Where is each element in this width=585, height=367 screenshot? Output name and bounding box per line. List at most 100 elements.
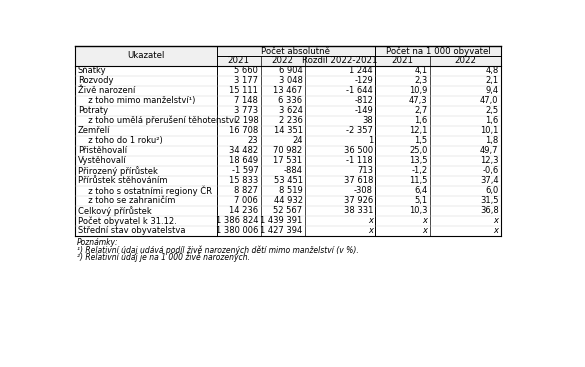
- Text: Počet obyvatel k 31.12.: Počet obyvatel k 31.12.: [78, 216, 177, 225]
- Text: Potraty: Potraty: [78, 106, 108, 115]
- Text: 1 244: 1 244: [349, 66, 373, 75]
- Text: 1 427 394: 1 427 394: [260, 226, 302, 235]
- Text: 24: 24: [292, 136, 302, 145]
- Text: 10,9: 10,9: [409, 86, 427, 95]
- Text: -129: -129: [355, 76, 373, 85]
- Text: -2 357: -2 357: [346, 126, 373, 135]
- Text: 31,5: 31,5: [480, 196, 498, 205]
- Text: ¹) Relativní údaj udává podíl živě narozených dětí mimo manželství (v %).: ¹) Relativní údaj udává podíl živě naroz…: [77, 246, 359, 255]
- Text: 2021: 2021: [391, 57, 414, 65]
- Text: 37 926: 37 926: [344, 196, 373, 205]
- Text: 3 048: 3 048: [278, 76, 302, 85]
- Text: Zemřelí: Zemřelí: [78, 126, 111, 135]
- Text: 10,1: 10,1: [480, 126, 498, 135]
- Text: 44 932: 44 932: [274, 196, 302, 205]
- Text: 18 649: 18 649: [229, 156, 259, 165]
- Bar: [216, 46, 501, 57]
- Text: 2 198: 2 198: [235, 116, 259, 125]
- Text: 14 351: 14 351: [274, 126, 302, 135]
- Text: Ukazatel: Ukazatel: [128, 51, 164, 61]
- Text: 52 567: 52 567: [273, 206, 302, 215]
- Text: Počet absolutně: Počet absolutně: [261, 47, 331, 56]
- Text: 5,1: 5,1: [414, 196, 427, 205]
- Text: x: x: [422, 216, 427, 225]
- Text: 2,7: 2,7: [414, 106, 427, 115]
- Text: z toho se zahraničím: z toho se zahraničím: [83, 196, 176, 205]
- Text: 2,5: 2,5: [486, 106, 498, 115]
- Text: Vystěhovalí: Vystěhovalí: [78, 156, 126, 165]
- Text: 10,3: 10,3: [409, 206, 427, 215]
- Text: 70 982: 70 982: [273, 146, 302, 155]
- Text: 12,1: 12,1: [409, 126, 427, 135]
- Text: -884: -884: [284, 166, 302, 175]
- Text: z toho s ostatními regiony ČR: z toho s ostatními regiony ČR: [83, 185, 212, 196]
- Text: 13 467: 13 467: [273, 86, 302, 95]
- Text: Poznámky:: Poznámky:: [77, 238, 119, 247]
- Text: 1,6: 1,6: [486, 116, 498, 125]
- Text: Počet na 1 000 obyvatel: Počet na 1 000 obyvatel: [386, 47, 491, 56]
- Text: 25,0: 25,0: [409, 146, 427, 155]
- Text: 7 148: 7 148: [235, 96, 259, 105]
- Text: Sňatky: Sňatky: [78, 66, 106, 75]
- Text: 47,0: 47,0: [480, 96, 498, 105]
- Text: 3 773: 3 773: [234, 106, 259, 115]
- Text: 16 708: 16 708: [229, 126, 259, 135]
- Text: 14 236: 14 236: [229, 206, 259, 215]
- Text: 7 006: 7 006: [235, 196, 259, 205]
- Text: 713: 713: [357, 166, 373, 175]
- Text: Přirozený přírůstek: Přirozený přírůstek: [78, 166, 157, 176]
- Text: Rozvody: Rozvody: [78, 76, 113, 85]
- Text: Rozdíl 2022-2021: Rozdíl 2022-2021: [302, 57, 378, 65]
- Text: -0,6: -0,6: [483, 166, 498, 175]
- Text: 36 500: 36 500: [344, 146, 373, 155]
- Text: ²) Relativní údaj je na 1 000 živě narozených.: ²) Relativní údaj je na 1 000 živě naroz…: [77, 252, 250, 262]
- Text: 36,8: 36,8: [480, 206, 498, 215]
- Bar: [75, 46, 501, 236]
- Text: 1 439 391: 1 439 391: [260, 216, 302, 225]
- Text: -1,2: -1,2: [411, 166, 427, 175]
- Text: 23: 23: [247, 136, 259, 145]
- Text: z toho do 1 roku²): z toho do 1 roku²): [83, 136, 163, 145]
- Text: 53 451: 53 451: [274, 176, 302, 185]
- Text: 13,5: 13,5: [409, 156, 427, 165]
- Text: 1 380 006: 1 380 006: [216, 226, 259, 235]
- Text: 6,0: 6,0: [486, 186, 498, 195]
- Text: -1 597: -1 597: [232, 166, 259, 175]
- Text: 6 336: 6 336: [278, 96, 302, 105]
- Text: 1,8: 1,8: [486, 136, 498, 145]
- Text: -812: -812: [354, 96, 373, 105]
- Text: 38: 38: [362, 116, 373, 125]
- Text: x: x: [368, 226, 373, 235]
- Text: -149: -149: [355, 106, 373, 115]
- Text: z toho mimo manželství¹): z toho mimo manželství¹): [83, 96, 195, 105]
- Text: 37 618: 37 618: [343, 176, 373, 185]
- Text: 1,6: 1,6: [414, 116, 427, 125]
- Text: 1 386 824: 1 386 824: [216, 216, 259, 225]
- Text: 1: 1: [368, 136, 373, 145]
- Text: 47,3: 47,3: [409, 96, 427, 105]
- Bar: [216, 57, 501, 66]
- Text: 1,5: 1,5: [414, 136, 427, 145]
- Text: -1 644: -1 644: [346, 86, 373, 95]
- Text: x: x: [368, 216, 373, 225]
- Text: Přírůstek stěhováním: Přírůstek stěhováním: [78, 176, 167, 185]
- Text: 2 236: 2 236: [278, 116, 302, 125]
- Text: 12,3: 12,3: [480, 156, 498, 165]
- Text: x: x: [422, 226, 427, 235]
- Text: x: x: [494, 216, 498, 225]
- Text: 17 531: 17 531: [273, 156, 302, 165]
- Text: 4,1: 4,1: [414, 66, 427, 75]
- Text: 11,5: 11,5: [409, 176, 427, 185]
- Text: 15 833: 15 833: [229, 176, 259, 185]
- Text: 2021: 2021: [228, 57, 250, 65]
- Text: 8 519: 8 519: [279, 186, 302, 195]
- Text: 2022: 2022: [455, 57, 476, 65]
- Text: Celkový přírůstek: Celkový přírůstek: [78, 206, 152, 216]
- Text: 8 827: 8 827: [235, 186, 259, 195]
- Text: 5 660: 5 660: [235, 66, 259, 75]
- Text: -308: -308: [354, 186, 373, 195]
- Text: Živě narození: Živě narození: [78, 86, 135, 95]
- Text: 9,4: 9,4: [486, 86, 498, 95]
- Text: 49,7: 49,7: [480, 146, 498, 155]
- Text: 38 331: 38 331: [343, 206, 373, 215]
